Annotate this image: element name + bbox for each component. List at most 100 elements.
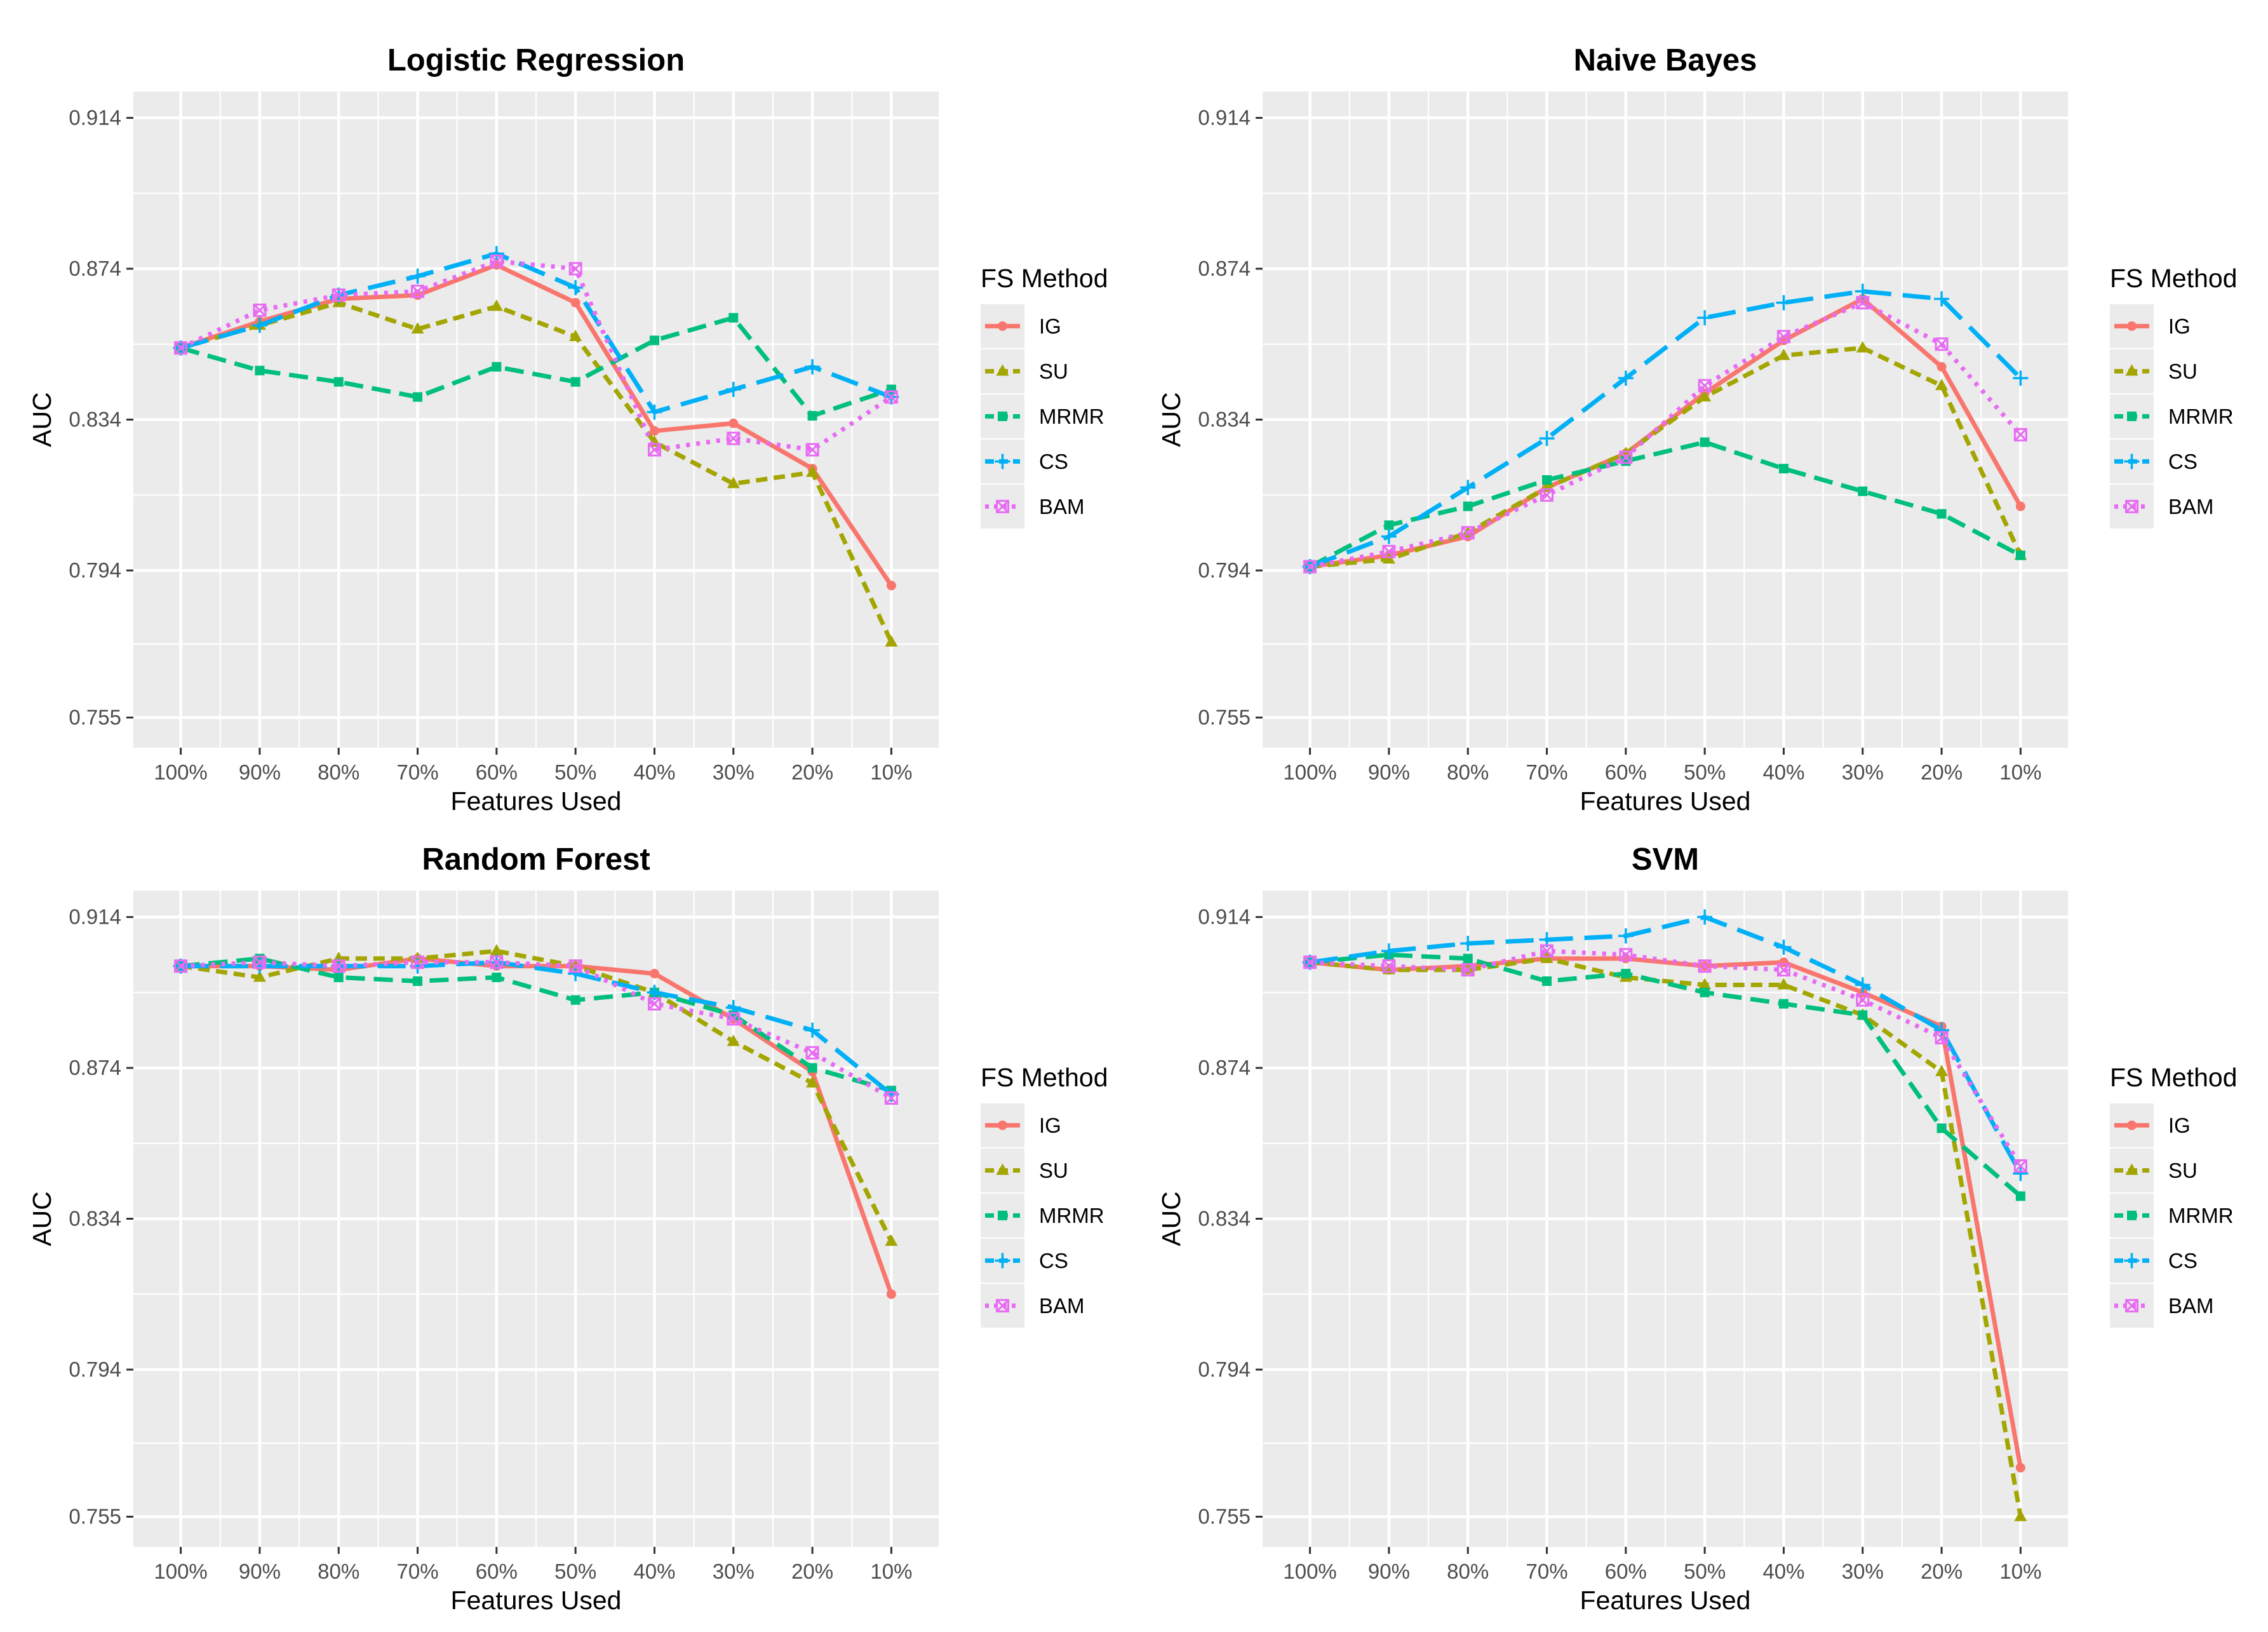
panel-naive-bayes-point-cs-60 — [1618, 370, 1634, 386]
panel-svm-point-cs-50 — [1697, 909, 1713, 925]
panel-logistic-regression-point-su-50 — [569, 329, 582, 341]
panel-svm-line-su — [1310, 956, 2023, 1518]
panel-svm-title: SVM — [1632, 842, 1699, 877]
panel-logistic-regression-x-tick-label: 100% — [154, 760, 207, 784]
panel-svm-point-cs-60 — [1618, 928, 1634, 944]
panel-random-forest-x-tick-label: 100% — [154, 1560, 207, 1583]
panel-naive-bayes-point-mrmr-40 — [1778, 464, 1788, 474]
panel-logistic-regression-legend-label-bam: BAM — [1039, 495, 1085, 518]
panel-naive-bayes-legend-item-mrmr: MRMR — [2110, 394, 2234, 438]
panel-logistic-regression-line-cs — [180, 251, 892, 415]
panel-random-forest-point-mrmr-20 — [807, 1063, 817, 1073]
panel-logistic-regression-point-cs-50 — [568, 280, 584, 295]
panel-random-forest-x-tick-label: 30% — [713, 1560, 755, 1583]
panel-naive-bayes-title: Naive Bayes — [1574, 43, 1757, 78]
panel-random-forest-point-bam-70 — [411, 955, 425, 969]
panel-logistic-regression-legend-label-mrmr: MRMR — [1039, 405, 1104, 428]
panel-svm-y-tick-label: 0.834 — [1198, 1207, 1251, 1231]
panel-naive-bayes-legend-label-mrmr: MRMR — [2168, 405, 2234, 428]
panel-svm-point-su-40 — [1777, 978, 1790, 990]
panel-logistic-regression-legend-label-cs: CS — [1039, 450, 1068, 473]
panel-logistic-regression: 0.755 0.794 0.834 0.874 0.914 100% 90% 80% 70% 60… — [27, 43, 1108, 816]
panel-logistic-regression-point-bam-70 — [411, 285, 425, 299]
panel-naive-bayes-point-bam-10 — [2013, 428, 2027, 442]
panel-random-forest-point-mrmr-80 — [333, 973, 344, 983]
panel-logistic-regression-y-tick-label: 0.794 — [69, 558, 121, 582]
panel-logistic-regression-legend-item-cs: CS — [981, 439, 1068, 483]
panel-random-forest-point-bam-60 — [490, 955, 504, 969]
panel-logistic-regression-point-ig-10 — [886, 581, 896, 591]
panel-naive-bayes-point-mrmr-50 — [1700, 437, 1710, 447]
panel-svm-point-bam-40 — [1776, 963, 1790, 977]
panel-random-forest-legend-item-ig: IG — [981, 1103, 1061, 1147]
panel-svm-x-tick-label: 100% — [1283, 1560, 1336, 1583]
panel-svm-point-cs-90 — [1381, 943, 1397, 959]
panel-naive-bayes-line-bam — [1309, 300, 2023, 569]
panel-svm-y-tick-label: 0.755 — [1198, 1505, 1251, 1528]
panel-svm-x-tick-label: 90% — [1368, 1560, 1410, 1583]
panel-svm-point-su-50 — [1698, 978, 1712, 990]
panel-naive-bayes-point-bam-40 — [1776, 330, 1790, 344]
panel-naive-bayes-series-mrmr — [1305, 437, 2025, 572]
panel-svm-point-mrmr-60 — [1621, 969, 1631, 979]
panel-random-forest-legend-marker-bam — [996, 1298, 1009, 1312]
panel-svm-point-mrmr-10 — [2015, 1191, 2025, 1201]
panel-naive-bayes-legend-marker-su — [2125, 364, 2138, 376]
panel-random-forest-legend-marker-mrmr — [998, 1210, 1007, 1220]
panel-logistic-regression-legend-item-su: SU — [981, 349, 1068, 393]
panel-naive-bayes-point-bam-60 — [1619, 450, 1633, 464]
panel-logistic-regression-x-tick-label: 20% — [791, 760, 833, 784]
panel-logistic-regression-legend-item-bam: BAM — [981, 484, 1085, 529]
panel-svm-point-mrmr-70 — [1542, 976, 1552, 986]
panel-random-forest-y-tick-label: 0.834 — [69, 1207, 121, 1231]
panel-svm-legend-marker-cs — [2124, 1253, 2140, 1269]
panel-naive-bayes-legend-label-bam: BAM — [2168, 495, 2214, 518]
panel-naive-bayes-point-mrmr-90 — [1384, 520, 1394, 530]
panel-random-forest-x-tick-label: 80% — [318, 1560, 359, 1583]
panel-naive-bayes-x-tick-label: 90% — [1368, 760, 1410, 784]
panel-naive-bayes-point-mrmr-20 — [1936, 509, 1947, 519]
panel-logistic-regression-legend-marker-mrmr — [998, 411, 1007, 421]
panel-logistic-regression-point-bam-100 — [174, 341, 188, 355]
panel-logistic-regression-y-tick-label: 0.914 — [69, 106, 121, 130]
panel-logistic-regression-legend-marker-su — [996, 364, 1009, 376]
panel-naive-bayes-x-tick-label: 50% — [1684, 760, 1726, 784]
panel-naive-bayes-point-mrmr-70 — [1542, 475, 1552, 485]
panel-svm: 0.755 0.794 0.834 0.874 0.914 100% 90% 80% 70% 60… — [1157, 842, 2238, 1615]
panel-random-forest-x-tick-label: 60% — [476, 1560, 518, 1583]
panel-logistic-regression-point-su-10 — [885, 635, 898, 647]
panel-svm-point-bam-60 — [1619, 948, 1633, 962]
panel-random-forest-point-bam-90 — [253, 955, 267, 969]
panel-logistic-regression-legend-marker-cs — [995, 454, 1010, 469]
panel-naive-bayes-point-cs-50 — [1697, 310, 1713, 326]
panel-svm-y-tick-label: 0.914 — [1198, 905, 1251, 929]
panel-svm-point-mrmr-50 — [1700, 987, 1710, 997]
panel-naive-bayes-point-cs-10 — [2013, 370, 2029, 386]
panel-logistic-regression-point-cs-30 — [725, 382, 741, 398]
panel-random-forest-x-tick-label: 70% — [396, 1560, 438, 1583]
panel-svm-x-axis-title: Features Used — [1580, 1586, 1751, 1615]
panel-random-forest-legend-marker-ig — [998, 1120, 1007, 1130]
panel-naive-bayes-point-cs-90 — [1381, 529, 1397, 544]
panel-naive-bayes-legend-item-su: SU — [2110, 349, 2198, 393]
panel-logistic-regression-point-su-60 — [490, 299, 503, 311]
panel-naive-bayes-x-tick-label: 20% — [1921, 760, 1963, 784]
panel-svm-point-bam-70 — [1540, 944, 1554, 958]
panel-random-forest-point-bam-100 — [174, 959, 188, 973]
panel-random-forest-point-ig-40 — [649, 969, 659, 979]
panel-svm-point-cs-30 — [1855, 977, 1870, 993]
panel-naive-bayes-legend-label-cs: CS — [2168, 450, 2198, 473]
panel-logistic-regression-x-tick-label: 60% — [476, 760, 518, 784]
panel-logistic-regression-legend-marker-bam — [996, 499, 1009, 513]
panel-logistic-regression-point-mrmr-70 — [413, 392, 423, 402]
panel-svm-point-bam-10 — [2013, 1159, 2027, 1173]
panel-random-forest-point-bam-80 — [332, 959, 346, 973]
panel-svm-legend: FS Method IG SU MRMR CS BAM — [2110, 1063, 2238, 1328]
panel-svm-legend-marker-ig — [2127, 1120, 2137, 1130]
panel-naive-bayes-point-ig-20 — [1936, 361, 1947, 372]
panel-svm-point-bam-80 — [1461, 963, 1475, 977]
panel-svm-legend-item-bam: BAM — [2110, 1283, 2214, 1328]
panel-random-forest-point-mrmr-70 — [413, 976, 423, 986]
panel-naive-bayes-line-mrmr — [1308, 440, 2022, 569]
panel-logistic-regression-x-tick-label: 80% — [318, 760, 359, 784]
